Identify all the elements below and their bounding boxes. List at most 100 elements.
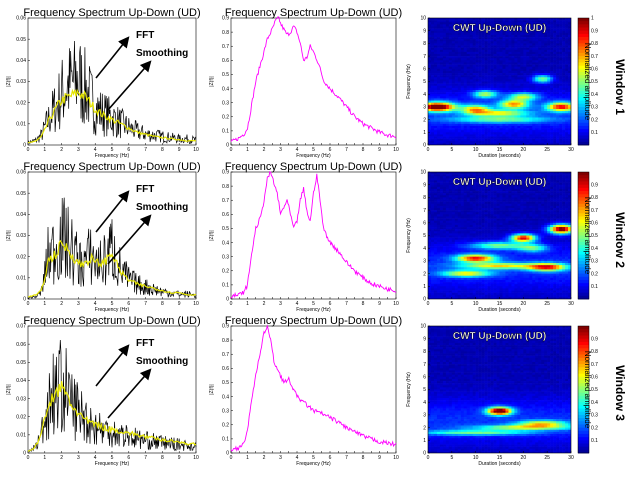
x-tick-label: 8 — [362, 147, 365, 153]
fft-arrow — [95, 36, 130, 79]
heatmap-cell — [499, 191, 503, 194]
heatmap-cell — [463, 186, 468, 190]
heatmap-cell — [532, 81, 536, 84]
heatmap-cell — [508, 94, 512, 97]
heatmap-cell — [460, 176, 465, 179]
heatmap-cell — [511, 60, 515, 63]
heatmap-cell — [442, 28, 447, 31]
heatmap-cell — [520, 22, 524, 25]
heatmap-cell — [463, 229, 468, 232]
heatmap-cell — [484, 96, 488, 99]
heatmap-cell — [448, 229, 453, 232]
heatmap-cell — [433, 20, 438, 23]
heatmap-cell — [475, 58, 479, 61]
heatmap-cell — [454, 119, 459, 123]
y-tick-label: 0.6 — [222, 212, 229, 218]
heatmap-cell — [526, 224, 530, 228]
heatmap-cell — [550, 32, 554, 36]
heatmap-cell — [559, 119, 563, 123]
heatmap-cell — [475, 70, 479, 74]
heatmap-cell — [568, 180, 571, 183]
heatmap-cell — [478, 79, 482, 82]
heatmap-cell — [436, 22, 441, 25]
heatmap-cell — [460, 214, 465, 217]
heatmap-cell — [484, 115, 488, 118]
heatmap-cell — [436, 130, 441, 133]
heatmap-cell — [538, 64, 542, 67]
heatmap-cell — [451, 222, 456, 226]
heatmap-cell — [508, 100, 512, 103]
heatmap-cell — [460, 89, 465, 93]
heatmap-cell — [526, 62, 530, 65]
heatmap-cell — [535, 188, 539, 192]
heatmap-cell — [478, 121, 482, 125]
heatmap-cell — [559, 199, 563, 202]
x-tick-label: 1 — [246, 147, 249, 153]
heatmap-cell — [511, 98, 515, 101]
heatmap-cell — [463, 128, 468, 131]
heatmap-cell — [529, 237, 533, 241]
heatmap-cell — [436, 92, 441, 95]
heatmap-cell — [508, 102, 512, 106]
heatmap-cell — [463, 241, 468, 245]
heatmap-cell — [565, 182, 569, 185]
heatmap-cell — [481, 53, 485, 57]
heatmap-cell — [511, 231, 515, 234]
heatmap-cell — [517, 39, 521, 42]
heatmap-cell — [535, 41, 539, 44]
heatmap-cell — [496, 176, 500, 179]
heatmap-cell — [523, 106, 527, 110]
heatmap-cell — [436, 30, 441, 34]
heatmap-cell — [553, 115, 557, 118]
heatmap-cell — [544, 89, 548, 93]
heatmap-cell — [514, 89, 518, 93]
heatmap-cell — [448, 68, 453, 72]
heatmap-cell — [544, 64, 548, 67]
heatmap-cell — [457, 132, 462, 135]
heatmap-cell — [428, 218, 432, 221]
heatmap-cell — [520, 100, 524, 103]
heatmap-cell — [448, 246, 453, 249]
heatmap-cell — [433, 117, 438, 120]
heatmap-cell — [430, 119, 435, 123]
heatmap-cell — [544, 231, 548, 234]
heatmap-cell — [535, 128, 539, 131]
heatmap-cell — [511, 216, 515, 219]
heatmap-cell — [481, 224, 485, 228]
heatmap-cell — [502, 237, 506, 241]
heatmap-cell — [562, 85, 566, 89]
heatmap-cell — [433, 199, 438, 202]
heatmap-cell — [532, 231, 536, 234]
heatmap-cell — [508, 178, 512, 181]
heatmap-cell — [499, 115, 503, 118]
heatmap-cell — [550, 102, 554, 106]
heatmap-cell — [538, 115, 542, 118]
heatmap-cell — [457, 32, 462, 36]
heatmap-cell — [428, 212, 432, 215]
heatmap-cell — [457, 68, 462, 72]
heatmap-cell — [568, 188, 571, 192]
heatmap-cell — [544, 94, 548, 97]
heatmap-cell — [490, 68, 494, 72]
y-tick-label: 0 — [23, 297, 26, 303]
heatmap-cell — [523, 241, 527, 245]
heatmap-cell — [559, 205, 563, 209]
heatmap-cell — [445, 53, 450, 57]
heatmap-cell — [520, 199, 524, 202]
heatmap-cell — [487, 216, 491, 219]
heatmap-cell — [428, 227, 432, 230]
heatmap-cell — [433, 197, 438, 200]
heatmap-cell — [535, 227, 539, 230]
heatmap-cell — [475, 178, 479, 181]
heatmap-cell — [469, 199, 473, 202]
heatmap-cell — [430, 73, 435, 76]
heatmap-cell — [508, 24, 512, 27]
heatmap-cell — [445, 47, 450, 51]
heatmap-cell — [532, 70, 536, 74]
heatmap-cell — [478, 43, 482, 46]
heatmap-cell — [442, 239, 447, 243]
heatmap-cell — [460, 45, 465, 48]
heatmap-cell — [436, 64, 441, 67]
heatmap-cell — [428, 178, 432, 181]
heatmap-cell — [430, 188, 435, 192]
